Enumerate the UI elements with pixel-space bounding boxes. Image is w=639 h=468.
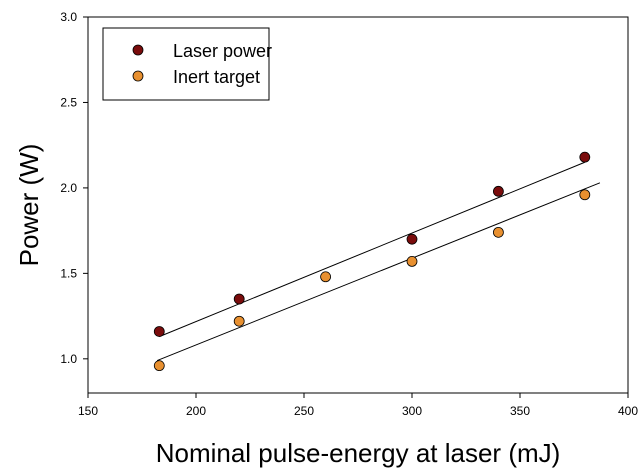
data-points: [153, 151, 591, 372]
data-point-series-1: [153, 360, 165, 372]
x-axis-title: Nominal pulse-energy at laser (mJ): [156, 438, 561, 468]
data-point-series-0: [406, 233, 418, 245]
data-point-series-0: [579, 151, 591, 163]
data-point-series-1: [320, 271, 332, 283]
data-point-series-1: [233, 315, 245, 327]
data-point-series-0: [492, 185, 504, 197]
x-tick-label: 150: [78, 404, 98, 418]
data-point-series-1: [406, 255, 418, 267]
data-point-series-1: [579, 189, 591, 201]
y-axis-ticks: 1.0 1.5 2.0 2.5 3.0: [60, 10, 88, 366]
x-tick-label: 250: [294, 404, 314, 418]
legend-marker-laser-power: [132, 44, 144, 56]
data-point-series-0: [153, 326, 165, 337]
legend-box: [102, 27, 270, 101]
x-axis-ticks: 150 200 250 300 350 400: [78, 393, 638, 418]
y-tick-label: 2.5: [60, 95, 77, 109]
x-tick-label: 400: [618, 404, 638, 418]
legend-label-laser-power: Laser power: [173, 41, 272, 61]
fit-line-series-0: [159, 161, 585, 338]
fit-line-series-1: [156, 182, 601, 361]
y-tick-label: 3.0: [60, 10, 77, 24]
y-axis-title: Power (W): [14, 144, 44, 267]
legend: Laser power Inert target: [102, 27, 272, 101]
y-tick-label: 1.5: [60, 266, 77, 280]
plot-frame: [87, 16, 629, 394]
x-tick-label: 300: [402, 404, 422, 418]
x-tick-label: 350: [510, 404, 530, 418]
fit-lines: [156, 161, 601, 361]
x-tick-label: 200: [186, 404, 206, 418]
data-point-series-0: [233, 293, 245, 305]
y-tick-label: 1.0: [60, 352, 77, 366]
data-point-series-1: [492, 226, 504, 238]
legend-marker-inert-target: [132, 70, 144, 82]
y-tick-label: 2.0: [60, 181, 77, 195]
legend-label-inert-target: Inert target: [173, 67, 260, 87]
